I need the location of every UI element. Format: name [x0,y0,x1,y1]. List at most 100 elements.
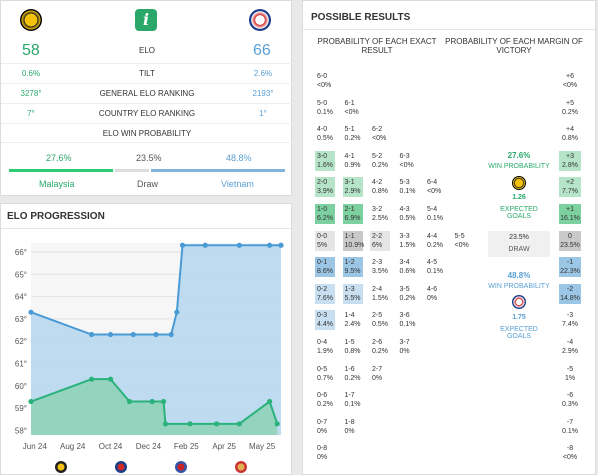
series-point[interactable] [28,309,34,315]
score-cell: 0-8 0% [317,445,328,462]
y-tick-label: 63° [15,315,27,324]
x-tick-label: May 25 [249,442,276,451]
score-cell: 3-4 0.6% [399,259,416,276]
score-cell: 5-4 0.1% [427,206,443,222]
score-cell: 0-1 8.6% [315,257,335,278]
margin-cell: -7 0.1% [562,418,578,435]
series-point[interactable] [107,331,114,338]
series-point[interactable] [236,421,242,427]
team-crest-icon-inner [177,463,185,471]
possible-results-panel: POSSIBLE RESULTS PROBABILITY OF EACH EXA… [302,0,596,475]
series-point[interactable] [130,331,136,338]
series-line [30,244,281,336]
series-point[interactable] [168,331,174,338]
away-country-rank: 1° [259,109,267,118]
score-cell: 4-4 0.2% [427,232,443,249]
home-expected-goals: 1.26 [512,194,526,201]
series-point[interactable] [107,376,114,382]
series-point[interactable] [28,398,34,405]
series-point[interactable] [126,398,133,405]
score-cell: 5-0 0.1% [317,99,333,116]
series-point[interactable] [274,421,280,427]
team-crest-icon-inner [117,463,125,471]
away-expected-goals-label: EXPECTED GOALS [500,326,538,340]
score-cell: 1-0 6.2% [315,204,335,224]
away-tilt: 2.6% [253,69,273,78]
series-point[interactable] [174,309,180,315]
series-point[interactable] [162,421,169,427]
score-cell: 6-0 <0% [317,73,332,89]
team-crest-icon-inner [237,463,245,471]
margin-cell: -4 2.9% [562,339,578,355]
series-point[interactable] [179,242,186,248]
home-win-prob: 27.6% [46,153,72,163]
away-prob-bar [151,169,285,172]
away-team-name[interactable]: Vietnam [221,179,254,189]
score-cell: 4-1 0.9% [344,152,361,169]
team-crest-icon-inner [57,463,65,471]
draw-prob: 23.5% [136,153,162,163]
series-point[interactable] [160,398,167,405]
score-cell: 2-2 6% [370,230,390,251]
series-point[interactable] [202,242,208,248]
score-cell: 4-0 0.5% [317,126,333,143]
margin-cell: -2 14.8% [559,283,581,304]
series-point[interactable] [153,331,159,338]
margin-cell: 0 23.5% [559,230,581,251]
score-cell: 4-6 0% [427,285,438,302]
score-cell: 3-7 0% [399,339,410,355]
draw-block-prob: 23.5% [509,234,529,241]
score-cell: 1-6 0.2% [344,365,361,382]
score-cell: 4-2 0.8% [372,179,388,196]
score-cell: 2-0 3.9% [315,177,335,198]
elo-label: ELO [138,46,155,55]
score-cell: 1-2 9.5% [342,257,363,278]
series-point[interactable] [267,242,273,248]
series-point[interactable] [187,421,193,427]
home-win-prob-block: 27.6% [507,151,531,160]
score-cell: 4-5 0.1% [427,259,443,276]
series-area [31,379,278,435]
score-cell: 1-7 0.1% [344,392,361,409]
exact-result-header: PROBABILITY OF EACH EXACT RESULT [317,37,437,55]
home-expected-goals-label: EXPECTED GOALS [500,206,538,220]
score-cell: 1-4 2.4% [344,312,361,329]
score-cell: 6-3 <0% [399,152,414,169]
vietnam-crest-icon[interactable] [249,9,271,31]
score-cell: 0-2 7.6% [315,283,335,304]
margin-cell: +2 7.7% [559,177,581,198]
margin-cell: +4 0.8% [562,126,578,143]
score-cell: 2-1 6.9% [342,204,363,224]
home-general-rank: 3278° [20,89,42,98]
margin-cell: -5 1% [564,365,576,382]
elo-progression-panel: ELO PROGRESSION 58° 59° 60° 61° 62° 63° 64° 65°… [0,203,292,475]
x-tick-label: Oct 24 [99,442,123,451]
score-cell: 0-0 5% [315,230,335,251]
score-cell: 2-6 0.2% [372,339,388,355]
away-expected-goals: 1.75 [512,314,526,321]
vietnam-crest-icon [512,295,526,309]
score-cell: 1-3 5.5% [342,283,363,304]
x-tick-label: Feb 25 [174,442,199,451]
info-icon[interactable]: i [135,9,157,31]
draw-prob-bar [115,169,149,172]
series-point[interactable] [236,242,242,248]
home-tilt: 0.6% [21,69,41,78]
series-point[interactable] [149,398,155,405]
tilt-label: TILT [139,69,155,78]
score-cell: 5-3 0.1% [399,179,416,196]
score-cell: 1-8 0% [344,418,355,435]
score-cell: 5-1 0.2% [344,126,361,143]
series-point[interactable] [89,331,95,338]
score-cell: 2-5 0.5% [372,312,388,329]
score-cell: 4-3 0.5% [399,206,416,222]
match-summary-panel: i 58 ELO 66 0.6% TILT 2.6% 3278° GENERAL… [0,0,293,196]
malaysia-crest-icon[interactable] [20,9,42,31]
margin-cell: -1 22.3% [559,257,581,278]
country-ranking-row: 7° COUNTRY ELO RANKING 1° [1,103,293,123]
series-point[interactable] [89,376,95,382]
series-point[interactable] [267,398,273,405]
series-point[interactable] [278,242,284,248]
home-team-name[interactable]: Malaysia [39,179,75,189]
series-point[interactable] [214,421,220,427]
